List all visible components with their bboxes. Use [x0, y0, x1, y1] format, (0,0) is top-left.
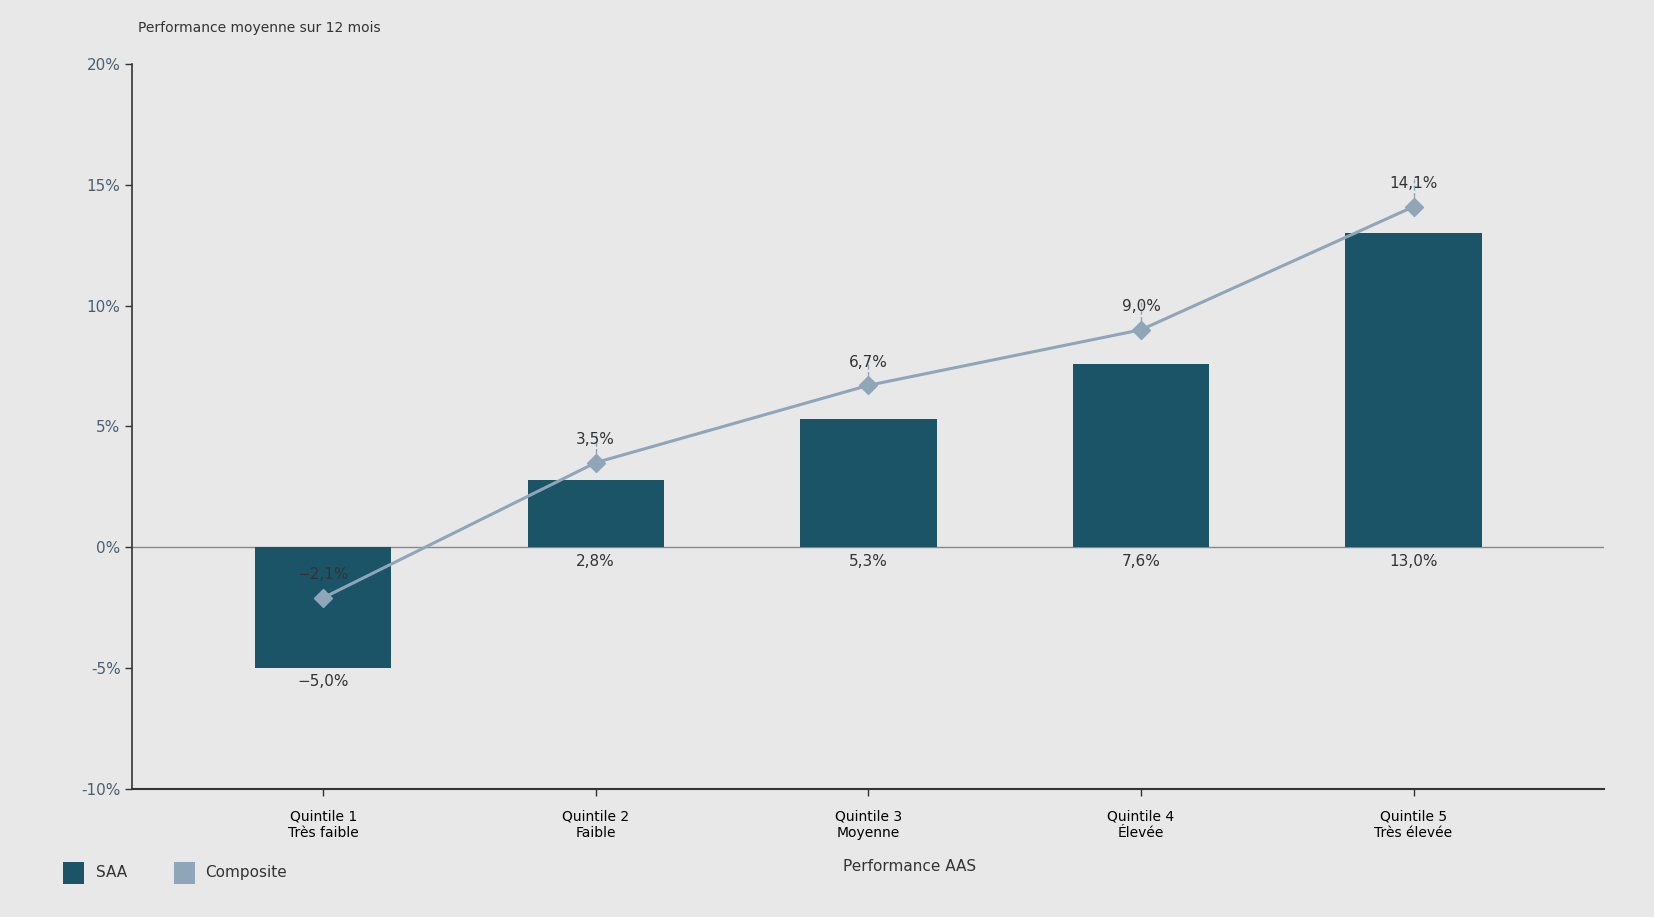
- Text: Composite: Composite: [205, 866, 286, 880]
- Text: Performance AAS: Performance AAS: [844, 859, 976, 874]
- Bar: [1073, 364, 1209, 547]
- Text: 7,6%: 7,6%: [1121, 555, 1161, 569]
- Text: 13,0%: 13,0%: [1389, 555, 1437, 569]
- Text: −5,0%: −5,0%: [298, 674, 349, 689]
- Bar: [1345, 233, 1482, 547]
- Text: 9,0%: 9,0%: [1121, 299, 1161, 315]
- Text: 2,8%: 2,8%: [576, 555, 615, 569]
- Bar: [255, 547, 392, 668]
- Text: −2,1%: −2,1%: [298, 567, 349, 582]
- Bar: [528, 480, 663, 547]
- Text: 14,1%: 14,1%: [1389, 176, 1437, 191]
- Text: 3,5%: 3,5%: [576, 432, 615, 447]
- Text: SAA: SAA: [96, 866, 127, 880]
- Text: 6,7%: 6,7%: [849, 355, 888, 370]
- Text: 5,3%: 5,3%: [849, 555, 888, 569]
- Text: Performance moyenne sur 12 mois: Performance moyenne sur 12 mois: [137, 21, 380, 35]
- Bar: [801, 419, 936, 547]
